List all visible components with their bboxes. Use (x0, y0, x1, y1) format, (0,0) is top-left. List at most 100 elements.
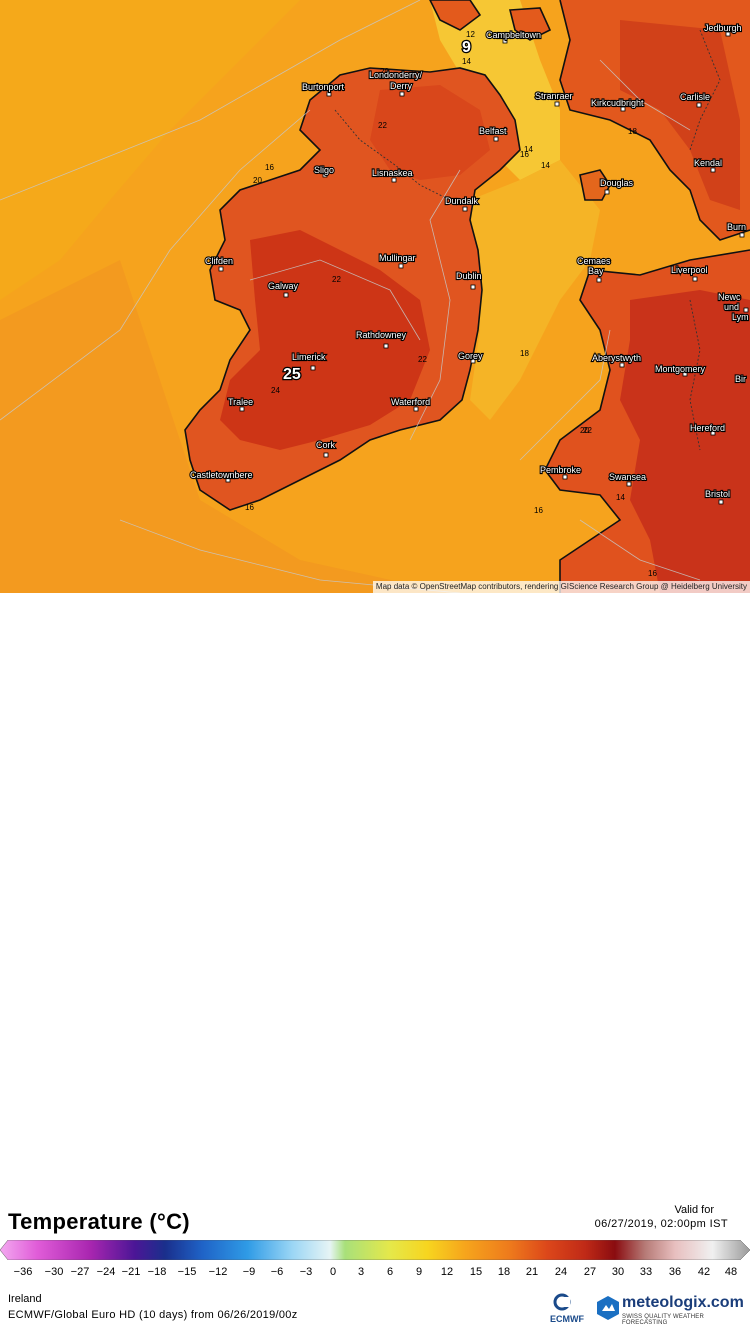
city-label: Londonderry/ (369, 70, 423, 80)
colorbar-tick: 21 (525, 1266, 539, 1278)
city-label: Hereford (690, 423, 725, 433)
city-label: Kirkcudbright (591, 98, 644, 108)
map-attribution[interactable]: Map data © OpenStreetMap contributors, r… (372, 581, 750, 593)
city-label: Burn (727, 222, 746, 232)
city-label: Carlisle (680, 92, 710, 102)
contour-label: 22 (332, 275, 341, 284)
city-label: Castletownbere (190, 470, 253, 480)
contour-label: 16 (265, 163, 274, 172)
city-label: Rathdowney (356, 330, 407, 340)
contour-label: 18 (628, 127, 637, 136)
city-label: Campbeltown (486, 30, 541, 40)
colorbar-tick: 36 (668, 1266, 682, 1278)
city-label: Lisnaskea (372, 168, 413, 178)
contour-label: 22 (583, 426, 592, 435)
colorbar-tick: 42 (697, 1266, 711, 1278)
city-markers (218, 31, 749, 505)
city-label: und (724, 302, 739, 312)
cool-zone-irish-sea (470, 160, 600, 420)
city-label: Aberystwyth (592, 353, 641, 363)
city-label: Kendal (694, 158, 722, 168)
city-label: Mullingar (379, 253, 416, 263)
min-temp-label: 9 (462, 39, 471, 56)
colorbar-tick: −9 (242, 1266, 256, 1278)
colorbar-tick: −15 (177, 1266, 197, 1278)
city-label: Douglas (600, 178, 634, 188)
city-label: Jedburgh (704, 23, 742, 33)
city-label: Swansea (609, 472, 646, 482)
meteologix-name[interactable]: meteologix.com (622, 1294, 744, 1311)
city-label: Derry (390, 81, 412, 91)
city-label: Tralee (228, 397, 253, 407)
contour-label: 18 (520, 349, 529, 358)
colorbar-tick: 0 (329, 1266, 337, 1278)
contour-label: 20 (380, 67, 389, 76)
colorbar-tick: 6 (386, 1266, 394, 1278)
colorbar-tick: −27 (70, 1266, 90, 1278)
meteologix-tagline: SWISS QUALITY WEATHER FORECASTING (622, 1314, 704, 1326)
ireland-north-warm (370, 85, 490, 180)
coastlines (184, 0, 750, 593)
colorbar-tick: −30 (44, 1266, 64, 1278)
contour-label: 14 (616, 493, 625, 502)
temperature-map[interactable]: 12 14 20 22 16 20 22 18 14 16 22 24 20 1… (0, 0, 750, 593)
contour-label: 20 (580, 426, 589, 435)
city-label: Pembroke (540, 465, 581, 475)
contour-label: 16 (245, 503, 254, 512)
colorbar-tick: 15 (469, 1266, 483, 1278)
city-label: Burtonport (302, 82, 345, 92)
city-labels: Campbeltown Jedburgh Londonderry/ Derry … (189, 22, 750, 500)
colorbar-tick: 12 (440, 1266, 454, 1278)
city-label: Limerick (292, 352, 326, 362)
colorbar-tick: −3 (299, 1266, 313, 1278)
city-label: Bay (588, 266, 604, 276)
city-label: Bir (735, 374, 746, 384)
contour-label: 14 (462, 57, 471, 66)
isle-of-man (580, 170, 610, 200)
city-label: Cork (316, 440, 336, 450)
colorbar-tick: 48 (724, 1266, 738, 1278)
contour-label: 16 (520, 150, 529, 159)
colorbar-tick: 3 (357, 1266, 365, 1278)
city-label: Newc (718, 292, 741, 302)
city-label: Montgomery (655, 364, 706, 374)
temperature-colorbar (0, 1240, 750, 1260)
borders (334, 29, 721, 451)
legend-panel: Temperature (°C) Valid for 06/27/2019, 0… (0, 593, 750, 1326)
max-temp-label: 25 (283, 366, 301, 383)
city-label: Belfast (479, 126, 507, 136)
colorbar-tick: −36 (13, 1266, 33, 1278)
city-label: Clifden (205, 256, 233, 266)
city-label: Dublin (456, 271, 482, 281)
contour-label: 16 (534, 506, 543, 515)
ecmwf-label: ECMWF (550, 1314, 584, 1324)
meteologix-logo-icon[interactable] (596, 1295, 620, 1321)
city-label: Gorey (458, 351, 483, 361)
city-label: Waterford (391, 397, 430, 407)
colorbar-tick: −24 (96, 1266, 116, 1278)
city-label: Bristol (705, 489, 730, 499)
contour-label: 22 (378, 121, 387, 130)
region-label: Ireland (8, 1293, 42, 1305)
contour-label: 24 (271, 386, 280, 395)
colorbar-tick: −6 (270, 1266, 284, 1278)
city-label: Stranraer (535, 91, 573, 101)
contour-label: 14 (541, 161, 550, 170)
city-label: Galway (268, 281, 299, 291)
britain-south-hot (620, 290, 750, 593)
city-label: Liverpool (671, 265, 708, 275)
britain-north-hot (620, 20, 740, 210)
city-label: Lym (732, 312, 749, 322)
colorbar-tick: 24 (554, 1266, 568, 1278)
colorbar-tick: 33 (639, 1266, 653, 1278)
contour-label: 16 (648, 569, 657, 578)
city-label: Cemaes (577, 256, 611, 266)
contour-label: 20 (253, 176, 262, 185)
city-label: Dundalk (445, 196, 479, 206)
contour-label: 12 (466, 30, 475, 39)
contour-label: 14 (524, 145, 533, 154)
warm-zone-south (0, 260, 450, 593)
colorbar-tick: −12 (208, 1266, 228, 1278)
colorbar-tick: 27 (583, 1266, 597, 1278)
colorbar-tick: 9 (415, 1266, 423, 1278)
